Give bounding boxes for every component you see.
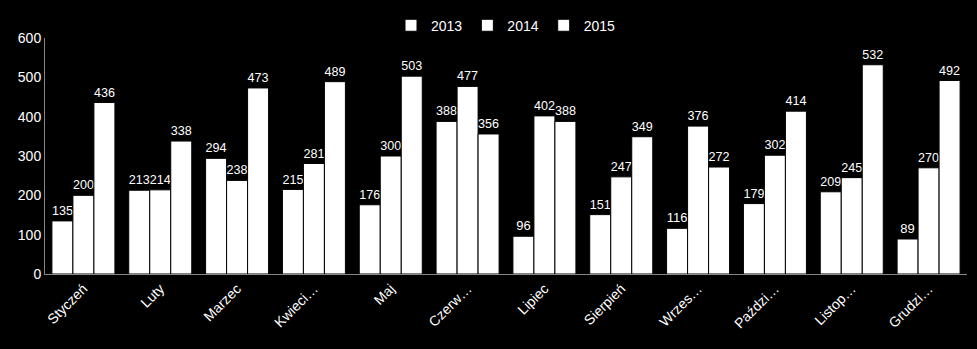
svg-text:215: 215: [282, 173, 303, 187]
svg-text:356: 356: [478, 117, 499, 131]
svg-text:Sierpień: Sierpień: [581, 281, 629, 329]
svg-text:Listop…: Listop…: [811, 281, 859, 329]
svg-text:Maj: Maj: [371, 281, 398, 308]
svg-text:116: 116: [667, 210, 688, 225]
svg-text:2015: 2015: [584, 18, 615, 34]
svg-text:600: 600: [18, 30, 42, 46]
svg-text:200: 200: [18, 187, 42, 203]
svg-text:349: 349: [632, 120, 653, 134]
svg-text:2014: 2014: [507, 18, 538, 34]
svg-text:492: 492: [939, 64, 960, 78]
svg-text:214: 214: [150, 173, 171, 187]
svg-text:135: 135: [52, 204, 73, 218]
svg-text:489: 489: [324, 65, 345, 79]
svg-text:402: 402: [534, 99, 555, 113]
svg-text:Paździ…: Paździ…: [731, 281, 782, 332]
svg-text:238: 238: [227, 163, 248, 177]
svg-text:200: 200: [73, 178, 94, 192]
svg-text:Kwieci…: Kwieci…: [271, 281, 321, 331]
svg-text:Wrzes…: Wrzes…: [656, 281, 705, 330]
svg-text:272: 272: [709, 150, 730, 164]
svg-text:Czerw…: Czerw…: [425, 281, 474, 330]
svg-text:294: 294: [206, 141, 227, 155]
svg-text:100: 100: [18, 227, 42, 243]
svg-text:388: 388: [436, 104, 457, 118]
svg-text:Styczeń: Styczeń: [44, 281, 91, 328]
svg-text:96: 96: [516, 218, 530, 233]
svg-text:179: 179: [743, 187, 764, 201]
svg-text:Grudzi…: Grudzi…: [885, 281, 935, 331]
svg-text:300: 300: [18, 148, 42, 164]
svg-text:338: 338: [171, 124, 192, 138]
svg-text:376: 376: [688, 109, 709, 123]
svg-text:Marzec: Marzec: [200, 281, 244, 325]
svg-text:302: 302: [764, 138, 785, 152]
svg-text:213: 213: [129, 173, 150, 187]
svg-text:532: 532: [862, 48, 883, 62]
svg-text:2013: 2013: [431, 18, 462, 34]
svg-text:477: 477: [457, 69, 478, 83]
svg-text:500: 500: [18, 69, 42, 85]
svg-text:473: 473: [248, 71, 269, 85]
svg-text:436: 436: [94, 86, 115, 100]
svg-text:281: 281: [303, 147, 324, 161]
svg-text:400: 400: [18, 109, 42, 125]
svg-text:151: 151: [590, 198, 611, 212]
svg-text:245: 245: [841, 161, 862, 175]
svg-text:89: 89: [900, 221, 914, 236]
svg-text:388: 388: [555, 104, 576, 118]
svg-text:270: 270: [918, 151, 939, 165]
svg-text:209: 209: [820, 175, 841, 189]
svg-text:Lipiec: Lipiec: [514, 281, 551, 318]
svg-text:0: 0: [33, 266, 41, 282]
svg-text:176: 176: [359, 188, 380, 202]
svg-text:300: 300: [380, 139, 401, 153]
svg-text:Luty: Luty: [137, 281, 167, 311]
svg-text:503: 503: [401, 59, 422, 73]
svg-text:247: 247: [611, 160, 632, 174]
svg-text:414: 414: [785, 94, 806, 108]
